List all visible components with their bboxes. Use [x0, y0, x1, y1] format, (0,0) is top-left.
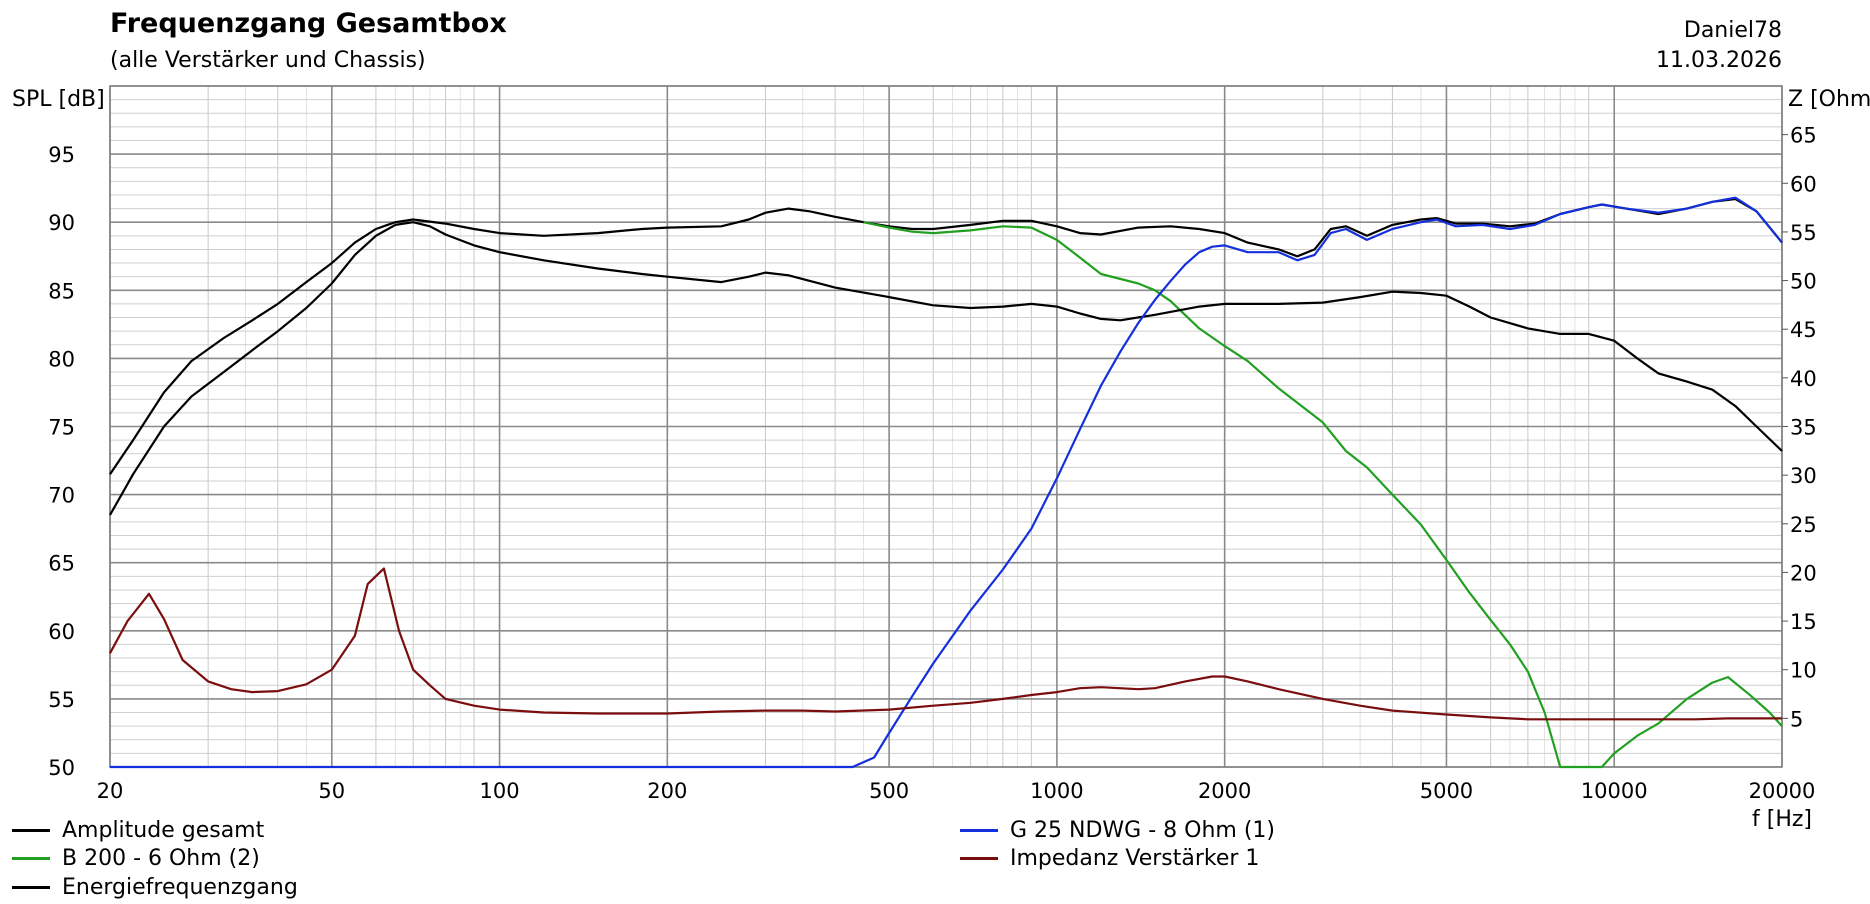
author-label: Daniel78: [1683, 18, 1782, 43]
y2-tick-label: 5: [1790, 707, 1803, 731]
y-tick-label: 65: [48, 552, 75, 576]
legend-label-amplitude: Amplitude gesamt: [62, 818, 265, 843]
legend-swatch-impedanz: [960, 857, 998, 860]
series-layer: [109, 196, 1783, 769]
y-tick-label: 75: [48, 416, 75, 440]
legend-item-energie: Energiefrequenzgang: [12, 875, 298, 900]
y-tick-label: 85: [48, 279, 75, 303]
y2-tick-label: 35: [1790, 416, 1817, 440]
series-line-amplitude-gesamt: [109, 197, 1783, 475]
series-line-b-200-6-ohm-2: [863, 221, 1783, 769]
y2-tick-label: 30: [1790, 464, 1817, 488]
series-line-g-25-ndwg-8-ohm-1: [110, 196, 1783, 769]
legend-swatch-b200: [12, 857, 50, 860]
y2-tick-label: 20: [1790, 561, 1817, 585]
major-grid: [109, 85, 1783, 768]
date-label: 11.03.2026: [1656, 48, 1782, 73]
y-tick-label: 70: [48, 484, 75, 508]
legend-item-b200: B 200 - 6 Ohm (2): [12, 846, 260, 871]
x-tick-label: 100: [480, 779, 520, 803]
series-line-impedanz-verst-rker-1: [109, 567, 1782, 721]
axis-labels: SPL [dB] Z [Ohm] f [Hz]: [12, 87, 1870, 832]
x-tick-label: 20000: [1749, 779, 1816, 803]
legend-swatch-energie: [12, 886, 50, 889]
x-tick-label: 50: [318, 779, 345, 803]
y2-tick-label: 45: [1790, 318, 1817, 342]
legend-item-amplitude: Amplitude gesamt: [12, 818, 264, 843]
legend-item-impedanz: Impedanz Verstärker 1: [960, 846, 1259, 871]
y2-tick-label: 40: [1790, 367, 1817, 391]
y2-axis-label: Z [Ohm]: [1788, 87, 1870, 112]
x-tick-label: 5000: [1420, 779, 1473, 803]
y2-tick-label: 50: [1790, 270, 1817, 294]
x-tick-label: 500: [869, 779, 909, 803]
y2-tick-label: 55: [1790, 221, 1817, 245]
x-tick-label: 2000: [1198, 779, 1251, 803]
y-tick-label: 95: [48, 143, 75, 167]
series-line-energiefrequenzgang: [109, 221, 1783, 516]
y2-tick-label: 15: [1790, 610, 1817, 634]
x-tick-label: 20: [97, 779, 124, 803]
legend-label-impedanz: Impedanz Verstärker 1: [1010, 846, 1260, 871]
x-tick-label: 1000: [1030, 779, 1083, 803]
y2-tick-label: 25: [1790, 513, 1817, 537]
chart-title: Frequenzgang Gesamtbox: [110, 8, 507, 39]
legend-swatch-amplitude: [12, 829, 50, 832]
y-tick-label: 60: [48, 620, 75, 644]
chart-subtitle: (alle Verstärker und Chassis): [110, 48, 426, 73]
y-tick-label: 55: [48, 688, 75, 712]
legend-label-g25: G 25 NDWG - 8 Ohm (1): [1010, 818, 1275, 843]
legend-label-energie: Energiefrequenzgang: [62, 875, 298, 900]
y2-tick-label: 65: [1790, 124, 1817, 148]
y-tick-label: 90: [48, 211, 75, 235]
x-axis-label: f [Hz]: [1752, 807, 1812, 832]
x-tick-label: 200: [647, 779, 687, 803]
x-tick-label: 10000: [1581, 779, 1648, 803]
tick-labels: 20 50 100 200 500 1000 2000 5000 10000 20000 50 55 6…: [48, 124, 1816, 803]
y2-tick-label: 60: [1790, 172, 1817, 196]
legend-swatch-g25: [960, 829, 998, 832]
legend-item-g25: G 25 NDWG - 8 Ohm (1): [960, 818, 1275, 843]
legend-label-b200: B 200 - 6 Ohm (2): [62, 846, 260, 871]
y2-tick-label: 10: [1790, 659, 1817, 683]
y-tick-label: 80: [48, 347, 75, 371]
y-tick-label: 50: [48, 756, 75, 780]
y-axis-label: SPL [dB]: [12, 87, 105, 112]
